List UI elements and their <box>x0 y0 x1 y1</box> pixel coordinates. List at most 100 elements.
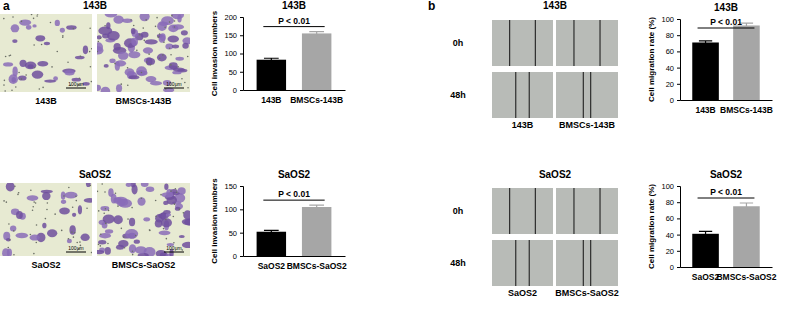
bar <box>733 25 760 100</box>
pore <box>76 242 78 244</box>
pore <box>104 25 106 27</box>
cell <box>146 57 152 65</box>
pore <box>3 200 5 202</box>
pore <box>90 66 92 68</box>
y-axis-line <box>677 187 681 268</box>
pore <box>160 194 162 196</box>
y-tick-mark <box>240 186 243 187</box>
invasion-image <box>0 14 92 92</box>
pore <box>117 205 119 207</box>
y-axis: 020406080100 <box>661 182 680 272</box>
pore <box>33 201 35 203</box>
x-tick-label: BMSCs-143B <box>720 105 773 115</box>
cell <box>140 14 150 21</box>
error-bar <box>699 231 712 236</box>
pore <box>142 27 144 29</box>
y-tick-label: 150 <box>224 31 237 40</box>
time-point-label: 0h <box>453 38 464 48</box>
wound-edge <box>535 188 536 234</box>
row-title: 143B <box>83 0 107 11</box>
y-tick-mark <box>240 54 243 55</box>
pore <box>115 192 117 194</box>
wound-edge <box>583 72 584 118</box>
chart-title: SaOS2 <box>278 169 311 180</box>
cell <box>173 68 185 72</box>
error-bar <box>740 203 753 209</box>
bar-chart: 020406080100SaOS2BMSCs-SaOS2SaOS2Cell mi… <box>647 169 777 282</box>
cell <box>143 217 150 221</box>
cell <box>6 183 15 192</box>
cell <box>10 225 16 231</box>
pore <box>36 224 38 226</box>
scale-bar <box>66 252 86 253</box>
y-tick-label: 0 <box>670 96 674 105</box>
y-tick: 20 <box>666 80 680 89</box>
y-tick: 100 <box>224 49 243 58</box>
plot-area <box>692 23 759 100</box>
error-bar <box>699 41 712 44</box>
pore <box>14 186 16 188</box>
y-tick: 60 <box>666 47 680 56</box>
y-tick-label: 200 <box>224 13 237 22</box>
x-axis: SaOS2BMSCs-SaOS2 <box>244 256 347 271</box>
cell <box>75 56 85 60</box>
wound-edge <box>600 188 601 234</box>
pore <box>13 230 15 232</box>
cell <box>160 33 166 41</box>
pore <box>91 81 92 83</box>
cell <box>81 234 90 242</box>
image-background <box>97 183 190 256</box>
x-tick: BMSCs-SaOS2 <box>716 267 776 282</box>
cell <box>175 207 181 211</box>
pore <box>169 21 171 23</box>
y-tick: 200 <box>224 13 243 22</box>
x-tick: SaOS2 <box>692 267 720 282</box>
pore <box>105 208 107 210</box>
image-caption: 143B <box>35 96 57 106</box>
bar <box>257 60 286 90</box>
pore <box>101 183 103 185</box>
image-background <box>0 14 92 92</box>
pore <box>62 35 64 37</box>
cell <box>32 70 44 78</box>
cell <box>175 57 184 61</box>
pore <box>170 190 172 192</box>
annotation: P < 0.01 <box>710 17 742 27</box>
pore <box>97 51 98 53</box>
pore <box>3 18 5 20</box>
cell <box>60 28 65 33</box>
image-caption: BMSCs-SaOS2 <box>555 288 619 298</box>
image-background <box>97 14 190 92</box>
pore <box>174 20 176 22</box>
y-tick-label: 0 <box>233 252 237 261</box>
pore <box>164 27 166 29</box>
pore <box>104 191 106 193</box>
pore <box>17 194 19 196</box>
pore <box>132 254 134 256</box>
pore <box>68 238 70 240</box>
wound-image <box>492 188 553 234</box>
cell <box>128 51 140 58</box>
pore <box>75 195 77 197</box>
cell <box>113 16 123 24</box>
y-tick-mark <box>677 100 680 101</box>
y-tick: 100 <box>224 205 243 214</box>
cell <box>131 28 136 34</box>
cell <box>118 52 128 60</box>
pore <box>68 187 70 189</box>
cell <box>160 212 165 220</box>
pore <box>146 61 148 63</box>
pore <box>62 36 64 38</box>
pore <box>79 241 81 243</box>
annotation: P < 0.01 <box>278 16 310 26</box>
cell <box>98 26 112 35</box>
bar <box>257 232 286 256</box>
cell <box>97 85 101 91</box>
cell <box>141 183 149 187</box>
plot-area <box>257 205 332 256</box>
wound-edge <box>509 188 510 234</box>
bar <box>692 42 719 100</box>
cell <box>2 248 10 256</box>
cell <box>72 213 76 217</box>
cell <box>78 205 82 214</box>
